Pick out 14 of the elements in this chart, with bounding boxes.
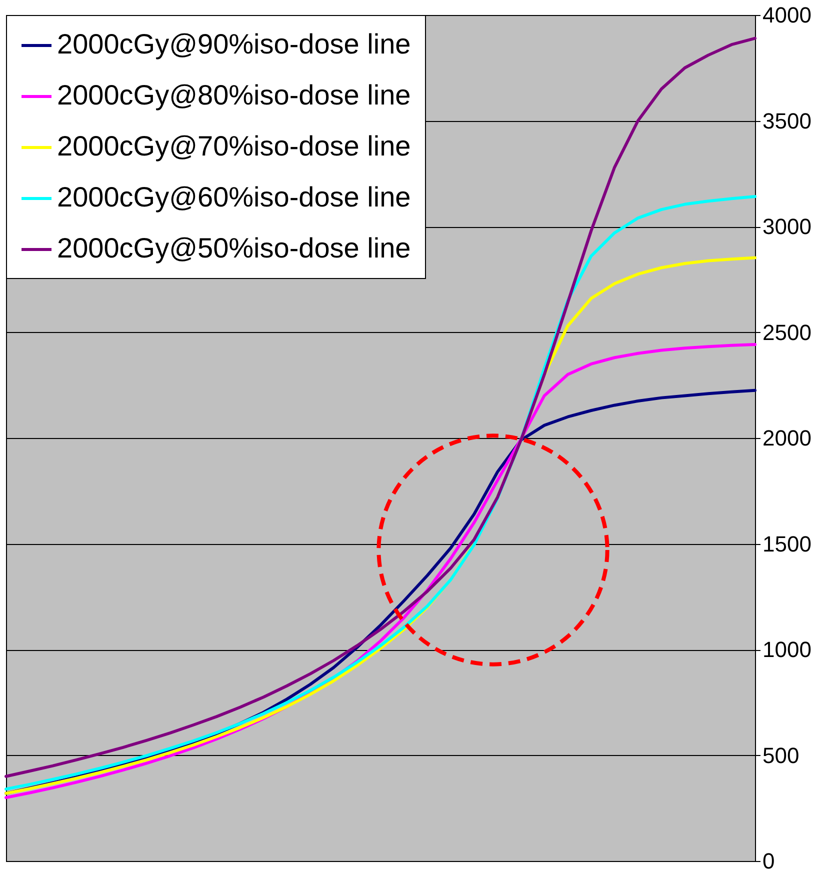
legend-label: 2000cGy@70%iso-dose line: [57, 130, 411, 162]
y-tick-label: 3500: [762, 108, 812, 134]
legend-label: 2000cGy@50%iso-dose line: [57, 232, 411, 264]
y-tick-label: 500: [762, 742, 800, 768]
y-tick-label: 1000: [762, 637, 812, 662]
y-tick-label: 2500: [762, 320, 812, 345]
y-tick-label: 1500: [762, 531, 812, 556]
legend-label: 2000cGy@60%iso-dose line: [57, 182, 411, 212]
y-tick-label: 2000: [762, 426, 812, 450]
legend-label: 2000cGy@80%iso-dose line: [57, 80, 411, 110]
y-tick-label: 4000: [762, 2, 812, 28]
y-tick-label: 3000: [762, 214, 812, 239]
legend-label: 2000cGy@90%iso-dose line: [57, 28, 411, 60]
y-tick-label: 0: [762, 848, 775, 874]
